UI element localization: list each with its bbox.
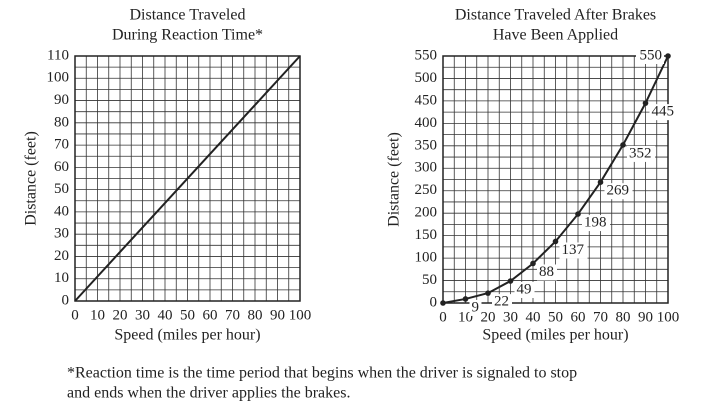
- y-tick-label: 30: [54, 226, 69, 242]
- x-tick-label: 0: [439, 309, 447, 325]
- chart-title: Distance Traveled After Brakes: [455, 7, 656, 24]
- y-tick-label: 550: [415, 47, 438, 63]
- data-label: 198: [584, 215, 607, 231]
- chart-title: Distance Traveled: [130, 7, 246, 24]
- y-tick-label: 50: [422, 272, 437, 288]
- plot-frame: [442, 55, 669, 304]
- x-tick-label: 100: [289, 307, 312, 323]
- data-point: [440, 300, 446, 306]
- y-tick-label: 100: [415, 250, 438, 266]
- x-axis-label: Speed (miles per hour): [114, 327, 260, 344]
- data-point: [552, 238, 559, 245]
- chart-title: Have Been Applied: [493, 27, 618, 44]
- y-tick-label: 0: [430, 294, 438, 310]
- x-tick-label: 100: [657, 309, 680, 325]
- label-bg: [559, 242, 588, 259]
- data-label: 88: [539, 264, 554, 280]
- footnote: *Reaction time is the time period that b…: [67, 365, 577, 382]
- y-tick-label: 10: [54, 270, 69, 286]
- x-tick-label: 70: [225, 307, 240, 323]
- x-tick-label: 50: [548, 309, 563, 325]
- label-bg: [627, 145, 655, 162]
- label-bg: [604, 183, 633, 200]
- y-tick-label: 0: [62, 292, 70, 308]
- x-tick-label: 60: [203, 307, 218, 323]
- data-label: 352: [629, 145, 652, 161]
- x-tick-label: 10: [458, 309, 473, 325]
- data-label: 445: [652, 104, 675, 120]
- y-tick-label: 110: [47, 47, 69, 63]
- data-label: 550: [640, 47, 663, 63]
- data-point: [530, 260, 536, 267]
- x-tick-label: 80: [616, 309, 631, 325]
- data-point: [597, 179, 604, 185]
- label-bg: [514, 281, 535, 298]
- y-tick-label: 400: [415, 115, 438, 131]
- y-tick-label: 20: [54, 248, 69, 264]
- label-bg: [582, 215, 610, 232]
- label-bg: [537, 264, 557, 281]
- y-axis-label: Distance (feet): [23, 131, 40, 226]
- x-tick-label: 40: [158, 307, 173, 323]
- y-tick-label: 70: [54, 137, 69, 153]
- x-tick-label: 90: [270, 307, 285, 323]
- data-point: [575, 211, 581, 217]
- data-label: 137: [562, 242, 585, 258]
- y-tick-label: 60: [54, 159, 69, 175]
- x-tick-label: 20: [481, 309, 496, 325]
- y-tick-label: 40: [54, 203, 69, 219]
- footnote: and ends when the driver applies the bra…: [67, 385, 350, 402]
- chart-title: During Reaction Time*: [112, 27, 263, 44]
- x-tick-label: 60: [571, 309, 586, 325]
- x-tick-label: 30: [503, 309, 518, 325]
- data-point: [485, 290, 491, 296]
- data-label: 9: [472, 299, 480, 315]
- y-tick-label: 350: [415, 137, 438, 153]
- y-tick-label: 50: [54, 181, 69, 197]
- y-tick-label: 200: [415, 205, 438, 221]
- data-point: [462, 296, 469, 302]
- y-tick-label: 250: [415, 182, 438, 198]
- y-tick-label: 90: [54, 92, 69, 108]
- data-point: [665, 53, 671, 59]
- label-bg: [492, 294, 512, 311]
- label-bg: [649, 104, 678, 121]
- x-tick-label: 50: [180, 307, 195, 323]
- y-tick-label: 300: [415, 160, 438, 176]
- data-label: 269: [607, 183, 630, 199]
- y-tick-label: 450: [415, 92, 438, 108]
- data-point: [620, 142, 626, 148]
- x-axis-label: Speed (miles per hour): [482, 327, 628, 344]
- x-tick-label: 30: [135, 307, 150, 323]
- y-tick-label: 500: [415, 70, 438, 86]
- x-tick-label: 70: [593, 309, 608, 325]
- y-axis-label: Distance (feet): [386, 132, 403, 227]
- y-tick-label: 150: [415, 227, 438, 243]
- y-tick-label: 80: [54, 114, 69, 130]
- data-point: [507, 278, 514, 284]
- x-tick-label: 10: [90, 307, 105, 323]
- x-tick-label: 20: [113, 307, 128, 323]
- y-tick-label: 100: [47, 70, 70, 86]
- data-point: [642, 100, 649, 106]
- x-tick-label: 90: [638, 309, 653, 325]
- label-bg: [636, 48, 664, 64]
- x-tick-label: 0: [71, 307, 79, 323]
- data-label: 22: [494, 294, 509, 310]
- x-tick-label: 40: [526, 309, 541, 325]
- label-bg: [469, 299, 482, 316]
- data-label: 49: [517, 281, 532, 297]
- plot-frame: [74, 55, 301, 302]
- data-line: [74, 55, 301, 302]
- x-tick-label: 80: [248, 307, 263, 323]
